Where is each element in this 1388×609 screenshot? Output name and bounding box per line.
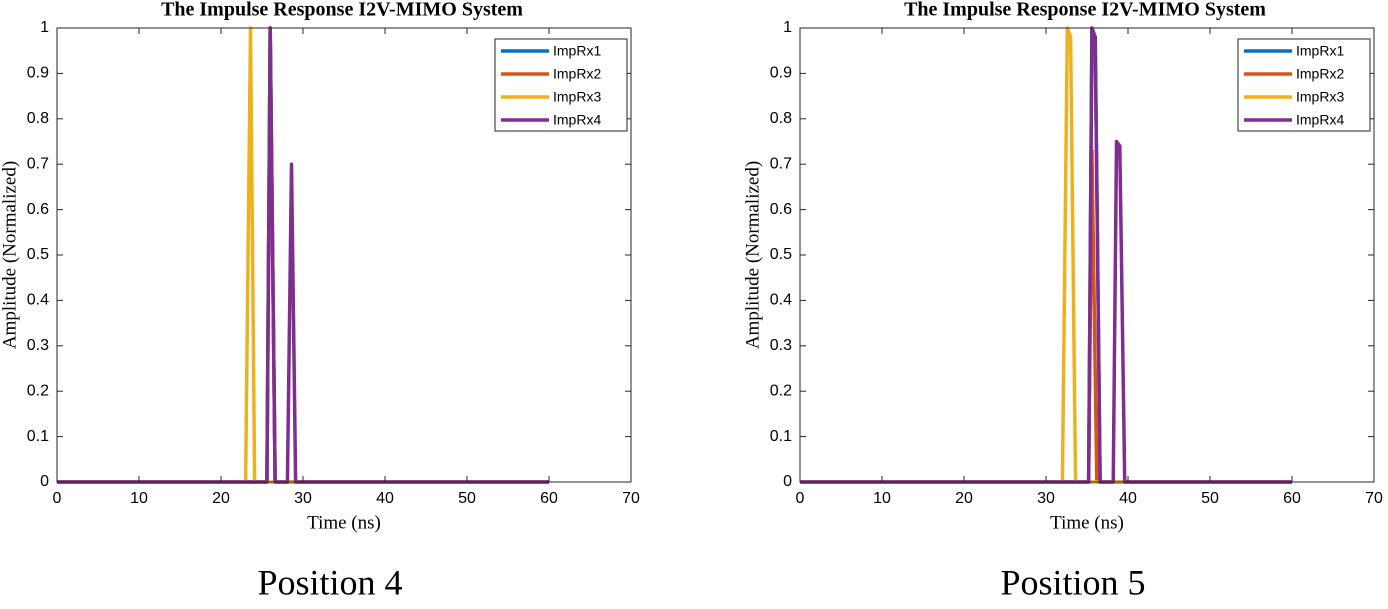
y-tick-label: 0	[783, 473, 792, 490]
chart-title: The Impulse Response I2V-MIMO System	[904, 0, 1266, 21]
y-tick-label: 0.5	[770, 246, 792, 263]
y-tick-label: 0.3	[27, 337, 49, 354]
legend-label: ImpRx3	[1296, 89, 1344, 105]
caption: Position 4	[257, 562, 402, 602]
legend-box	[1237, 38, 1371, 132]
x-tick-label: 50	[458, 490, 476, 507]
y-tick-label: 0.2	[27, 382, 49, 399]
y-tick-label: 0.9	[27, 65, 49, 82]
y-tick-label: 1	[783, 19, 792, 36]
chart-panel: 0 10 20 30 40 50 60 70 0 0.1 0.2 0.3 0.4 0.5 0.6 0.7 0.8…	[742, 0, 1383, 602]
legend-label: ImpRx4	[553, 112, 601, 128]
legend-label: ImpRx2	[553, 66, 601, 82]
legend-box	[494, 38, 628, 132]
legend: ImpRx1 ImpRx2 ImpRx3 ImpRx4	[1237, 38, 1371, 132]
legend: ImpRx1 ImpRx2 ImpRx3 ImpRx4	[494, 38, 628, 132]
legend-label: ImpRx4	[1296, 112, 1344, 128]
x-tick-label: 40	[376, 490, 394, 507]
x-tick-label: 20	[212, 490, 230, 507]
y-tick-label: 0.6	[27, 201, 49, 218]
y-tick-label: 0.1	[27, 428, 49, 445]
y-tick-label: 0.8	[27, 110, 49, 127]
y-tick-label: 0.2	[770, 382, 792, 399]
x-tick-label: 10	[130, 490, 148, 507]
y-tick-label: 0.1	[770, 428, 792, 445]
x-axis-label: Time (ns)	[1050, 512, 1124, 533]
legend-label: ImpRx1	[1296, 43, 1344, 59]
y-tick-label: 0.4	[27, 292, 49, 309]
y-tick-label: 0.5	[27, 246, 49, 263]
chart-title: The Impulse Response I2V-MIMO System	[161, 0, 523, 21]
x-tick-label: 70	[1365, 490, 1383, 507]
y-tick-label: 0.6	[770, 201, 792, 218]
y-tick-label: 0	[40, 473, 49, 490]
x-tick-label: 10	[873, 490, 891, 507]
x-axis-label: Time (ns)	[307, 512, 381, 533]
x-tick-label: 60	[1283, 490, 1301, 507]
legend-label: ImpRx1	[553, 43, 601, 59]
y-axis-label: Amplitude (Normalized)	[0, 161, 20, 349]
legend-label: ImpRx3	[553, 89, 601, 105]
y-tick-label: 0.7	[770, 155, 792, 172]
x-tick-label: 0	[53, 490, 62, 507]
y-tick-label: 0.4	[770, 292, 792, 309]
x-tick-label: 40	[1119, 490, 1137, 507]
x-tick-label: 50	[1201, 490, 1219, 507]
chart-panel: 0 10 20 30 40 50 60 70 0 0.1 0.2 0.3 0.4 0.5 0.6 0.7 0.8…	[0, 0, 640, 602]
x-tick-label: 30	[294, 490, 312, 507]
x-tick-label: 70	[622, 490, 640, 507]
caption: Position 5	[1000, 562, 1145, 602]
legend-label: ImpRx2	[1296, 66, 1344, 82]
x-tick-label: 30	[1037, 490, 1055, 507]
y-tick-label: 0.7	[27, 155, 49, 172]
y-tick-label: 0.8	[770, 110, 792, 127]
x-tick-label: 0	[796, 490, 805, 507]
y-axis-label: Amplitude (Normalized)	[742, 161, 763, 349]
x-tick-label: 60	[540, 490, 558, 507]
y-tick-label: 0.9	[770, 65, 792, 82]
y-tick-label: 1	[40, 19, 49, 36]
x-tick-label: 20	[955, 490, 973, 507]
y-tick-label: 0.3	[770, 337, 792, 354]
